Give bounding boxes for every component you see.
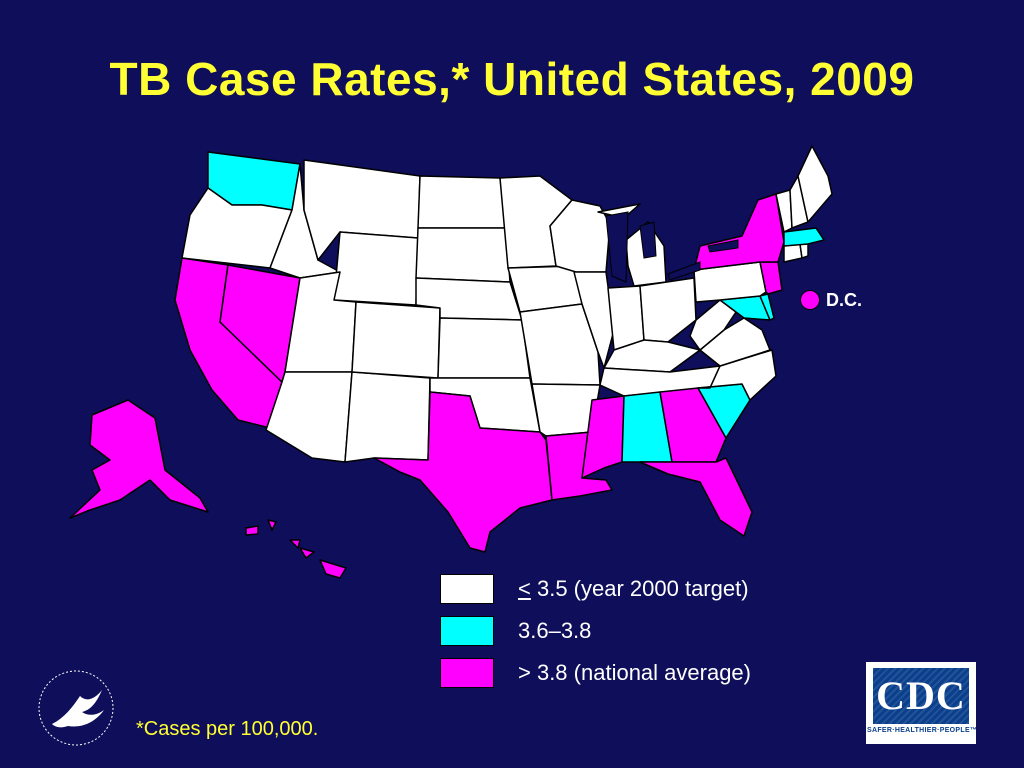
legend-label-low: < 3.5 (year 2000 target): [518, 576, 749, 602]
legend-text-low: 3.5 (year 2000 target): [530, 576, 749, 601]
legend-label-mid: 3.6–3.8: [518, 618, 591, 644]
state-mississippi: [581, 395, 625, 479]
legend-label-high: > 3.8 (national average): [518, 660, 751, 686]
state-florida: [639, 457, 753, 537]
dc-marker: [800, 290, 820, 310]
state-ohio: [639, 277, 697, 343]
state-new-york: [693, 193, 785, 271]
page-title: TB Case Rates,* United States, 2009: [109, 53, 915, 105]
state-alaska: [69, 399, 209, 519]
state-maine: [797, 145, 833, 223]
legend-prefix-low: <: [518, 576, 531, 601]
great-lakes: [605, 211, 739, 283]
state-rhode-island: [799, 243, 809, 259]
state-missouri: [519, 303, 601, 386]
hhs-seal-icon: [38, 670, 114, 746]
state-north-dakota: [417, 175, 507, 229]
state-new-mexico: [344, 371, 431, 463]
state-north-carolina: [697, 349, 777, 401]
state-delaware: [759, 293, 775, 321]
dc-label: D.C.: [826, 290, 862, 310]
state-hawaii: [245, 519, 347, 579]
legend-text-mid: 3.6–3.8: [518, 618, 592, 643]
state-massachusetts: [783, 227, 825, 247]
state-connecticut: [783, 243, 803, 263]
cdc-logo: CDC SAFER·HEALTHIER·PEOPLE™: [866, 662, 978, 744]
state-kansas: [437, 317, 531, 379]
legend-swatch-mid: [440, 616, 494, 646]
state-texas: [373, 391, 553, 553]
state-indiana: [607, 285, 645, 351]
state-georgia: [659, 387, 727, 463]
cdc-logo-text: CDC: [873, 668, 969, 724]
legend-swatch-low: [440, 574, 494, 604]
footnote: *Cases per 100,000.: [136, 718, 319, 740]
state-south-dakota: [415, 227, 511, 283]
legend-text-high: > 3.8 (national average): [518, 660, 751, 685]
cdc-tagline: SAFER·HEALTHIER·PEOPLE™: [867, 727, 978, 734]
state-wisconsin: [549, 199, 611, 273]
legend-swatch-high: [440, 658, 494, 688]
state-colorado: [351, 301, 441, 379]
state-wyoming: [333, 231, 419, 306]
